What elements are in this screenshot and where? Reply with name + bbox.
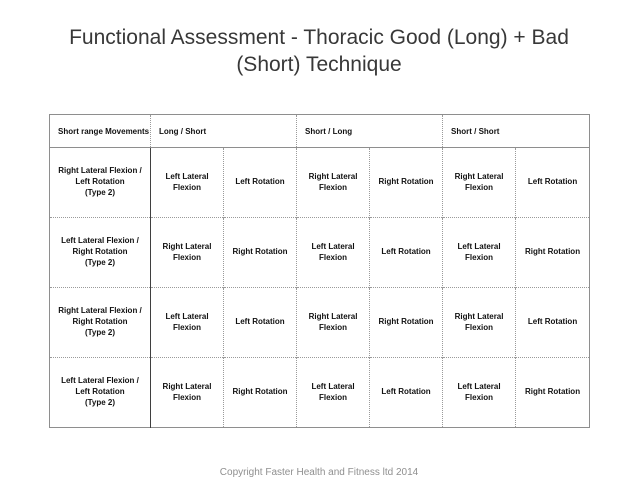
header-row: Short range Movements Long / Short Short…: [49, 114, 590, 148]
movement-type: (Type 2): [84, 397, 116, 407]
copyright-text: Copyright Faster Health and Fitness ltd …: [219, 467, 419, 478]
technique-cell: Left Rotation: [222, 287, 297, 358]
technique-cell: Right Rotation: [515, 357, 590, 428]
technique-cell: Left Lateral Flexion: [442, 357, 516, 428]
technique-cell: Left Lateral Flexion: [296, 217, 370, 288]
technique-cell: Left Lateral Flexion: [150, 147, 224, 218]
column-header-movements: Short range Movements: [49, 114, 151, 148]
technique-cell: Right Rotation: [222, 357, 297, 428]
technique-cell: Right Rotation: [515, 217, 590, 288]
technique-cell: Right Lateral Flexion: [442, 287, 516, 358]
technique-cell: Left Rotation: [369, 357, 443, 428]
page-title-line1: Functional Assessment - Thoracic Good (L…: [69, 26, 569, 49]
technique-cell: Left Lateral Flexion: [442, 217, 516, 288]
movement-cell: Left Lateral Flexion / Right Rotation (T…: [49, 217, 151, 288]
movement-cell: Left Lateral Flexion / Left Rotation (Ty…: [49, 357, 151, 428]
technique-cell: Right Rotation: [222, 217, 297, 288]
column-header-short-long: Short / Long: [296, 114, 443, 148]
technique-cell: Left Rotation: [515, 147, 590, 218]
technique-cell: Right Lateral Flexion: [150, 357, 224, 428]
page-title-line2: (Short) Technique: [236, 53, 402, 76]
movement-type: (Type 2): [84, 257, 116, 267]
table-row: Left Lateral Flexion / Left Rotation (Ty…: [49, 357, 590, 428]
movement-name: Right Lateral Flexion / Right Rotation: [58, 306, 142, 327]
technique-cell: Left Lateral Flexion: [150, 287, 224, 358]
movement-name: Right Lateral Flexion / Left Rotation: [58, 166, 142, 187]
technique-cell: Left Rotation: [369, 217, 443, 288]
table-row: Right Lateral Flexion / Right Rotation (…: [49, 287, 590, 358]
column-header-long-short: Long / Short: [149, 114, 297, 148]
assessment-table: Short range Movements Long / Short Short…: [49, 114, 591, 428]
technique-cell: Right Rotation: [369, 147, 443, 218]
column-header-short-short: Short / Short: [442, 114, 590, 148]
technique-cell: Right Lateral Flexion: [296, 147, 370, 218]
technique-cell: Left Lateral Flexion: [296, 357, 370, 428]
movement-cell: Right Lateral Flexion / Right Rotation (…: [49, 287, 151, 358]
movement-cell: Right Lateral Flexion / Left Rotation (T…: [49, 147, 151, 218]
technique-cell: Right Lateral Flexion: [150, 217, 224, 288]
technique-cell: Left Rotation: [222, 147, 297, 218]
technique-cell: Right Lateral Flexion: [296, 287, 370, 358]
movement-name: Left Lateral Flexion / Right Rotation: [61, 236, 139, 257]
technique-cell: Left Rotation: [515, 287, 590, 358]
movement-type: (Type 2): [84, 187, 116, 197]
page-title: Functional Assessment - Thoracic Good (L…: [0, 24, 638, 78]
table-row: Left Lateral Flexion / Right Rotation (T…: [49, 217, 590, 288]
movement-type: (Type 2): [84, 327, 116, 337]
technique-cell: Right Lateral Flexion: [442, 147, 516, 218]
technique-cell: Right Rotation: [369, 287, 443, 358]
table-row: Right Lateral Flexion / Left Rotation (T…: [49, 147, 590, 218]
movement-name: Left Lateral Flexion / Left Rotation: [61, 376, 139, 397]
